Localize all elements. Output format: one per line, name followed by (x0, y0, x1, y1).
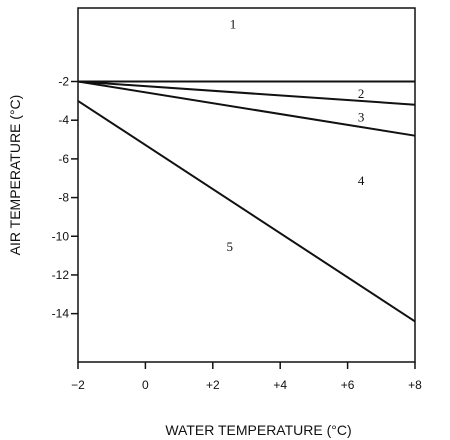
region-label-4: 4 (358, 173, 365, 188)
x-tick-label: 0 (142, 378, 149, 392)
region-label-3: 3 (358, 109, 365, 124)
x-tick-label: −2 (71, 378, 85, 392)
region-labels: 1 2 3 4 5 (226, 16, 365, 254)
region-label-1: 1 (230, 16, 237, 31)
y-tick-label: -14 (52, 307, 70, 321)
region-label-5: 5 (226, 239, 233, 254)
y-tick-label: -10 (52, 229, 70, 243)
x-axis-ticks: −2 0 +2 +4 +6 +8 (71, 362, 422, 392)
series-lines (77, 80, 416, 323)
series-line-4 (77, 100, 416, 323)
y-axis-title: AIR TEMPERATURE (°C) (7, 95, 23, 256)
x-tick-label: +6 (341, 378, 355, 392)
y-tick-label: -6 (58, 152, 69, 166)
y-tick-label: -8 (58, 191, 69, 205)
y-axis-ticks: -2 -4 -6 -8 -10 -12 -14 (52, 75, 78, 321)
y-tick-label: -4 (58, 113, 69, 127)
x-tick-label: +8 (408, 378, 422, 392)
region-label-2: 2 (358, 86, 365, 101)
plot-frame (77, 7, 416, 363)
x-axis-title: WATER TEMPERATURE (°C) (165, 422, 351, 438)
x-tick-label: +4 (273, 378, 287, 392)
series-line-3 (77, 80, 416, 137)
y-tick-label: -12 (52, 268, 70, 282)
series-line-2 (77, 80, 416, 106)
plot-area (77, 7, 416, 363)
y-tick-label: -2 (58, 75, 69, 89)
x-tick-label: +2 (206, 378, 220, 392)
